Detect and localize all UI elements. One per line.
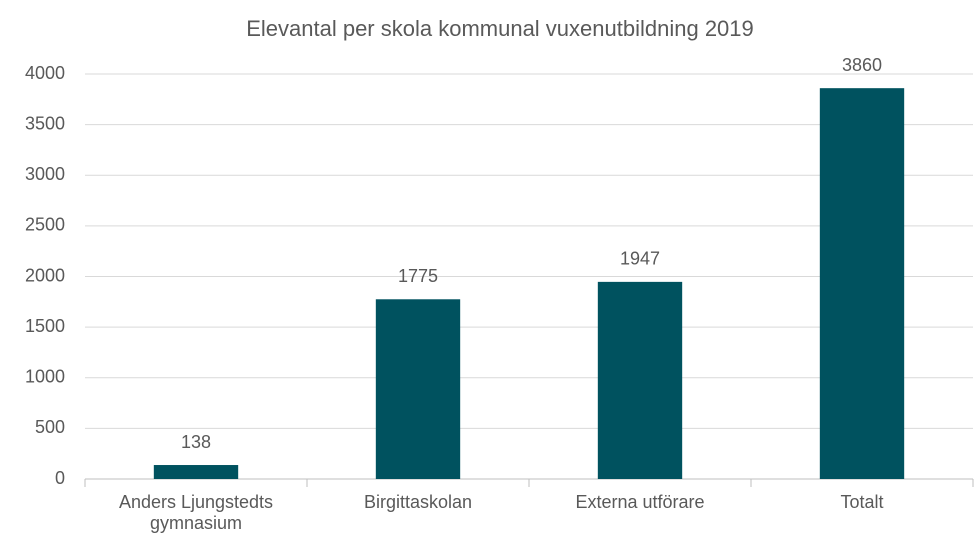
data-label: 138 xyxy=(181,432,211,452)
y-tick-label: 1500 xyxy=(25,316,65,336)
chart-title: Elevantal per skola kommunal vuxenutbild… xyxy=(246,16,754,41)
bar xyxy=(819,88,905,480)
x-tick-label: Birgittaskolan xyxy=(363,492,473,512)
y-tick-label: 500 xyxy=(35,417,65,437)
y-tick-label: 2500 xyxy=(25,215,65,235)
y-tick-label: 2000 xyxy=(25,265,65,285)
bar xyxy=(153,465,239,479)
x-tick-label: Anders Ljungstedts gymnasium xyxy=(118,492,274,533)
y-tick-label: 1000 xyxy=(25,367,65,387)
y-tick-label: 0 xyxy=(55,468,65,488)
y-tick-label: 3500 xyxy=(25,113,65,133)
bar xyxy=(597,281,683,479)
y-tick-label: 4000 xyxy=(25,63,65,83)
bar xyxy=(375,299,461,479)
data-label: 1775 xyxy=(398,266,438,286)
x-tick-label: Totalt xyxy=(840,492,884,512)
data-label: 3860 xyxy=(842,55,882,75)
x-tick-label: Externa utförare xyxy=(575,492,705,512)
y-tick-label: 3000 xyxy=(25,164,65,184)
data-label: 1947 xyxy=(620,249,660,269)
